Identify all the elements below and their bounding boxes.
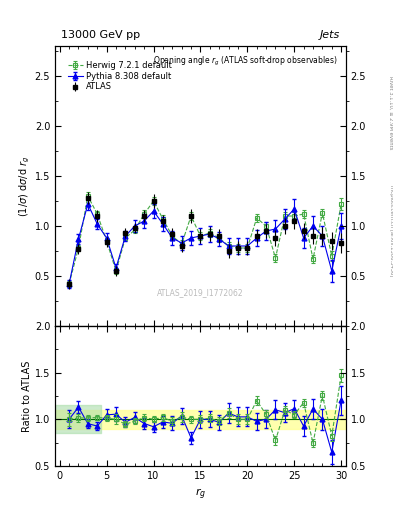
Text: Opening angle $r_g$ (ATLAS soft-drop observables): Opening angle $r_g$ (ATLAS soft-drop obs… <box>153 54 337 68</box>
Y-axis label: $(1/\sigma)\ \mathrm{d}\sigma/\mathrm{d}\ r_g$: $(1/\sigma)\ \mathrm{d}\sigma/\mathrm{d}… <box>17 155 32 217</box>
Text: mcplots.cern.ch [arXiv:1306.3436]: mcplots.cern.ch [arXiv:1306.3436] <box>389 185 393 276</box>
Y-axis label: Ratio to ATLAS: Ratio to ATLAS <box>22 360 32 432</box>
Text: 13000 GeV pp: 13000 GeV pp <box>61 31 140 40</box>
Text: Rivet 3.1.10, ≥ 2.9M events: Rivet 3.1.10, ≥ 2.9M events <box>389 76 393 150</box>
Text: ATLAS_2019_I1772062: ATLAS_2019_I1772062 <box>157 288 244 297</box>
Legend: Herwig 7.2.1 default, Pythia 8.308 default, ATLAS: Herwig 7.2.1 default, Pythia 8.308 defau… <box>65 59 174 94</box>
X-axis label: $r_g$: $r_g$ <box>195 486 206 502</box>
Text: Jets: Jets <box>320 31 340 40</box>
